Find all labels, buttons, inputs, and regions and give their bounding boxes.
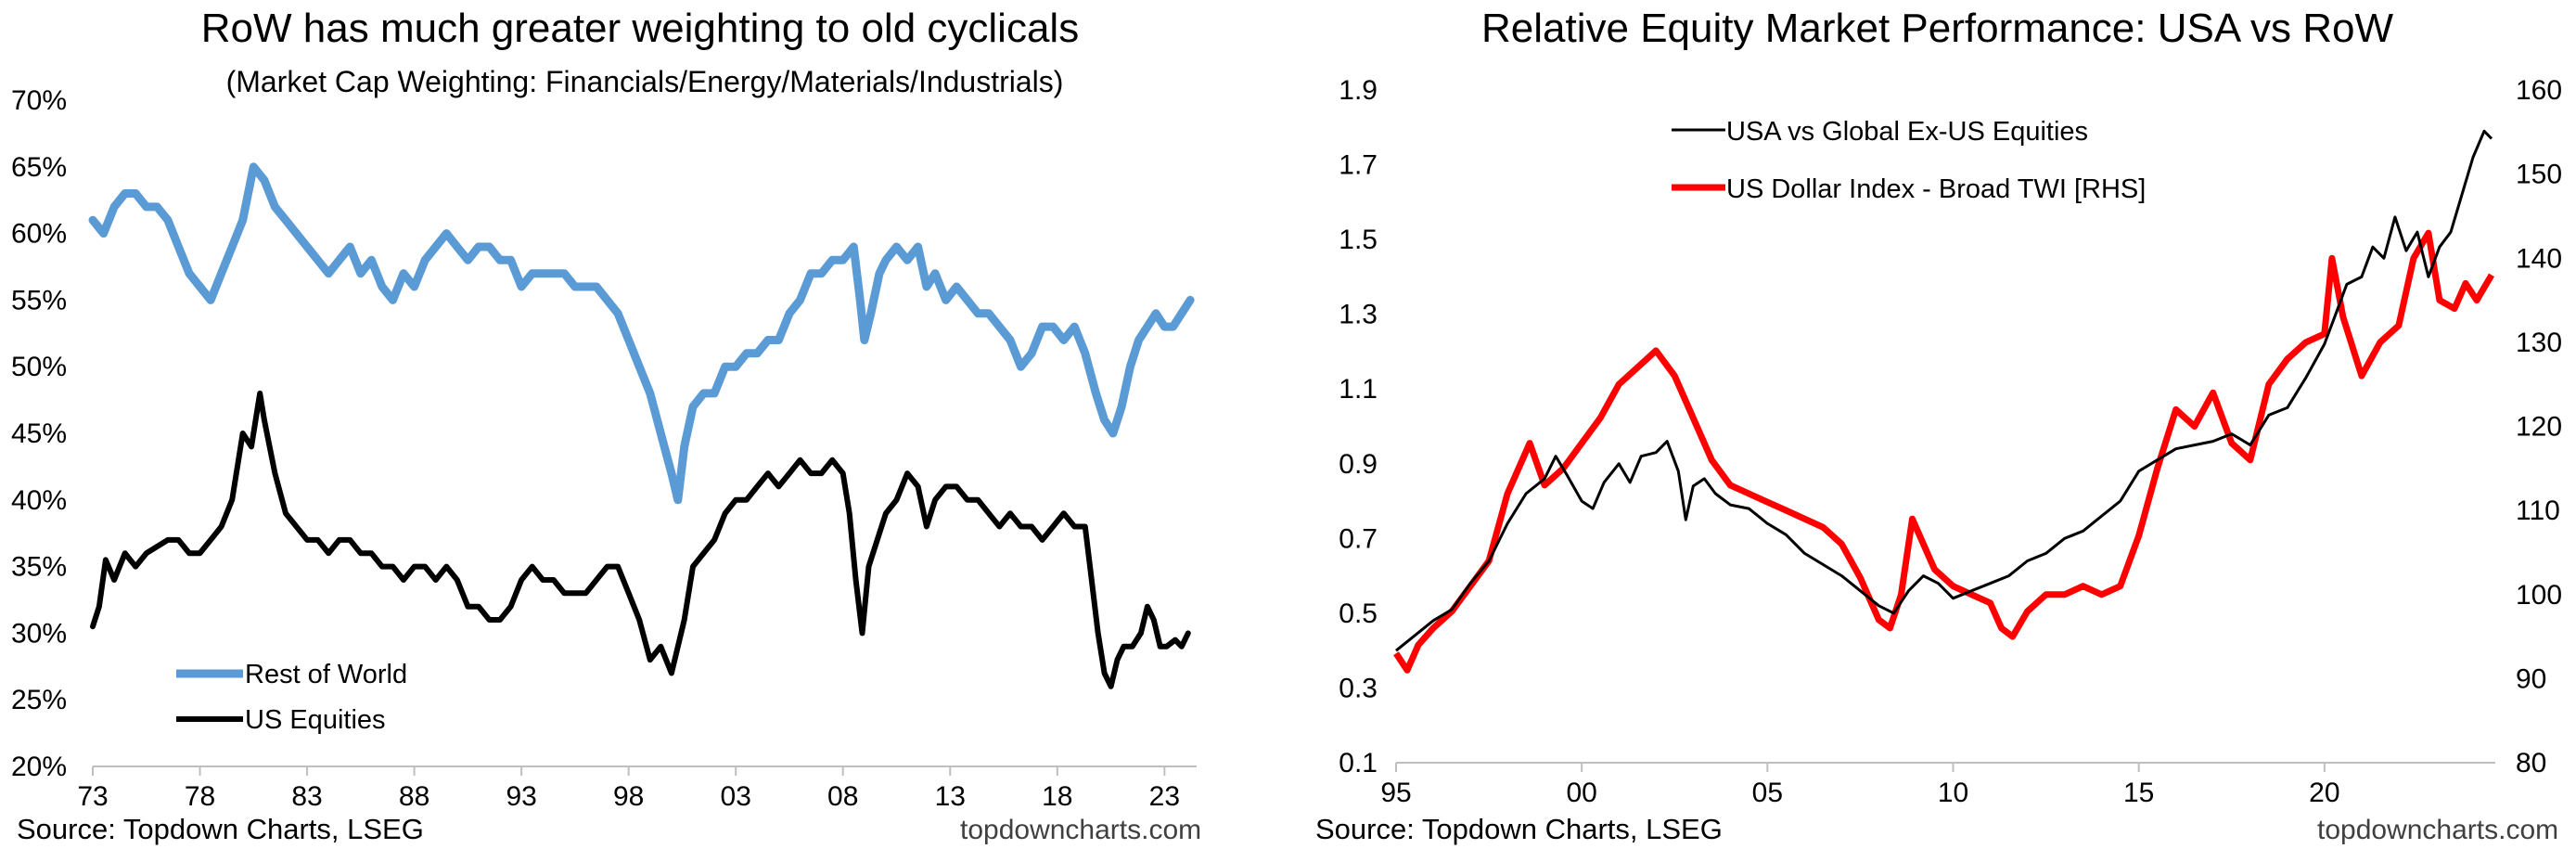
y-right-tick-label: 90 [2516,663,2546,694]
left-chart-source: Source: Topdown Charts, LSEG [17,813,424,845]
series-line-us-equities [90,390,1191,689]
x-tick-label: 73 [77,781,108,812]
left-chart-subtitle: (Market Cap Weighting: Financials/Energy… [225,65,1064,98]
y-left-tick-label: 0.7 [1339,523,1378,554]
right-chart-brand: topdowncharts.com [2317,815,2559,845]
y-tick-label: 65% [11,152,67,183]
y-left-tick-label: 1.3 [1339,300,1378,330]
y-tick-label: 50% [11,352,67,382]
y-right-tick-label: 130 [2516,328,2562,358]
y-tick-label: 35% [11,552,67,583]
x-tick-label: 03 [721,781,751,812]
series-line-rest-of-world [88,162,1195,505]
left-chart-brand: topdowncharts.com [960,815,1202,845]
series-line-us-dollar-index [1393,229,2495,674]
right-chart-panel: Relative Equity Market Performance: USA … [1299,0,2576,849]
y-right-tick-label: 100 [2516,580,2562,611]
left-chart-title: RoW has much greater weighting to old cy… [200,6,1080,51]
x-tick-label: 95 [1380,778,1411,808]
x-tick-label: 10 [1938,778,1968,808]
legend-label: US Equities [245,705,386,735]
x-tick-label: 18 [1042,781,1072,812]
y-tick-label: 30% [11,618,67,649]
y-right-tick-label: 140 [2516,243,2562,274]
x-tick-label: 05 [1752,778,1783,808]
legend-label: US Dollar Index - Broad TWI [RHS] [1726,174,2146,204]
x-tick-label: 88 [399,781,429,812]
y-right-tick-label: 160 [2516,75,2562,106]
legend-label: Rest of World [245,660,407,689]
x-tick-label: 13 [935,781,966,812]
y-tick-label: 45% [11,418,67,449]
right-chart-source: Source: Topdown Charts, LSEG [1315,813,1723,845]
x-tick-label: 78 [185,781,215,812]
right-chart-title: Relative Equity Market Performance: USA … [1481,6,2393,51]
left-chart-panel: RoW has much greater weighting to old cy… [0,0,1280,849]
y-left-tick-label: 1.7 [1339,150,1378,181]
y-right-tick-label: 110 [2516,495,2560,526]
y-right-tick-label: 120 [2516,412,2562,443]
x-tick-label: 98 [613,781,644,812]
y-tick-label: 25% [11,685,67,715]
y-left-tick-label: 0.9 [1339,449,1378,480]
y-right-tick-label: 80 [2516,748,2546,778]
y-left-tick-label: 0.5 [1339,598,1378,629]
series-line-usa-vs-global [1395,129,2493,652]
y-left-tick-label: 1.5 [1339,225,1378,255]
x-tick-label: 23 [1149,781,1180,812]
y-tick-label: 20% [11,752,67,782]
x-tick-label: 00 [1566,778,1596,808]
x-tick-label: 93 [506,781,536,812]
y-tick-label: 70% [11,85,67,116]
x-tick-label: 20 [2309,778,2339,808]
x-tick-label: 15 [2123,778,2154,808]
y-right-tick-label: 150 [2516,160,2562,190]
y-left-tick-label: 1.1 [1339,374,1378,405]
y-tick-label: 55% [11,285,67,315]
x-tick-label: 08 [827,781,858,812]
y-tick-label: 60% [11,219,67,250]
y-left-tick-label: 0.1 [1339,748,1378,778]
legend-label: USA vs Global Ex-US Equities [1726,117,2088,147]
y-left-tick-label: 0.3 [1339,673,1378,703]
left-chart-plot: 20% 25% 30% 35% 40% 45% 50% 55% 60% 65% 70% 73 78 83 8… [11,85,1197,812]
right-chart-plot: 0.1 0.3 0.5 0.7 0.9 1.1 1.3 1.5 1.7 1.9 80 90 100 110… [1339,75,2562,808]
x-tick-label: 83 [291,781,322,812]
y-tick-label: 40% [11,485,67,516]
y-left-tick-label: 1.9 [1339,75,1378,106]
